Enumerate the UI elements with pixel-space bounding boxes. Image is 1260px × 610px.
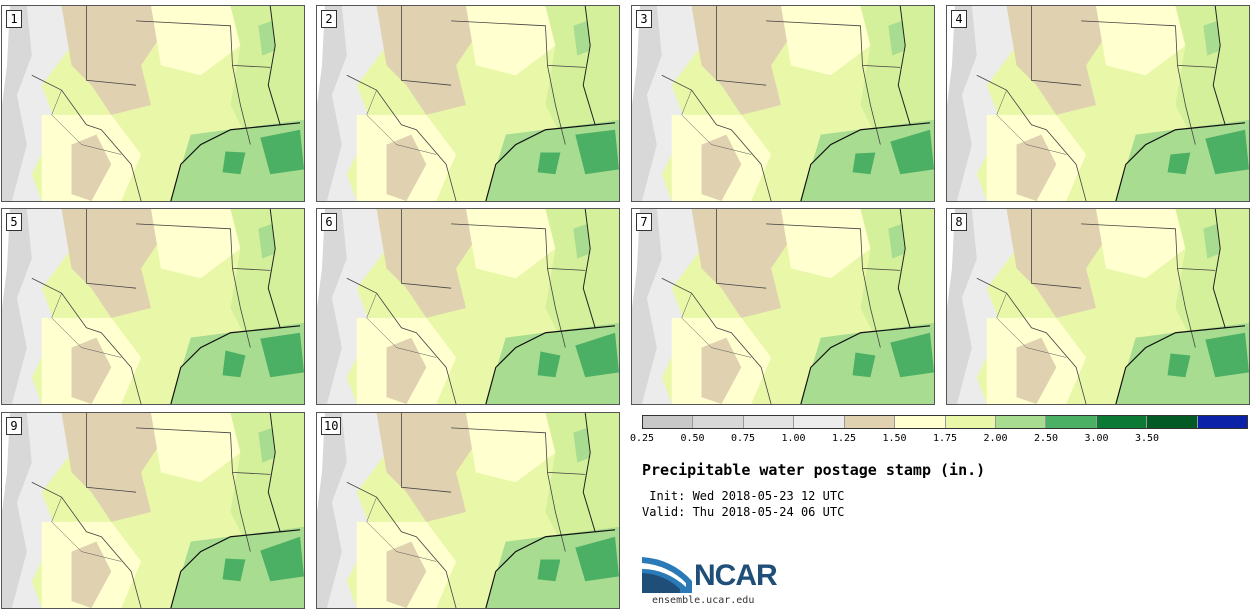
colorbar-tick-label: 3.00 xyxy=(1084,433,1109,444)
panel-label: 2 xyxy=(321,10,337,28)
colorbar-swatch xyxy=(1096,416,1148,428)
ensemble-member-panel[interactable]: 4 xyxy=(946,5,1250,202)
colorbar-tick-label: 1.50 xyxy=(882,433,907,444)
precipitable-water-map xyxy=(947,6,1249,201)
chart-title: Precipitable water postage stamp (in.) xyxy=(642,461,986,479)
precipitable-water-map xyxy=(2,6,304,201)
colorbar-swatch xyxy=(945,416,996,428)
precipitable-water-map xyxy=(2,209,304,404)
precipitable-water-map xyxy=(632,209,934,404)
ensemble-member-panel[interactable]: 3 xyxy=(631,5,935,202)
logo-text: NCAR xyxy=(694,559,778,592)
ncar-swoosh-icon xyxy=(642,557,692,593)
colorbar-swatches xyxy=(642,415,1248,429)
ncar-logo: NCAR xyxy=(642,553,792,595)
colorbar-tick-label: 3.50 xyxy=(1134,433,1160,444)
colorbar-tick-label: 0.75 xyxy=(730,433,756,444)
colorbar-swatch xyxy=(1147,416,1198,428)
precipitable-water-map xyxy=(317,413,619,608)
ensemble-member-panel[interactable]: 9 xyxy=(1,412,305,609)
colorbar-swatch xyxy=(895,416,946,428)
ensemble-member-panel[interactable]: 5 xyxy=(1,208,305,405)
panel-label: 4 xyxy=(951,10,967,28)
colorbar-swatch xyxy=(743,416,795,428)
precipitable-water-map xyxy=(317,6,619,201)
panel-label: 3 xyxy=(636,10,652,28)
ensemble-member-panel[interactable]: 6 xyxy=(316,208,620,405)
precipitable-water-map xyxy=(2,413,304,608)
colorbar-swatch xyxy=(794,416,845,428)
colorbar-tick-label: 2.00 xyxy=(983,433,1008,444)
panel-label: 6 xyxy=(321,213,337,231)
colorbar-tick-label: 0.25 xyxy=(629,433,655,444)
ensemble-member-panel[interactable]: 10 xyxy=(316,412,620,609)
panel-label: 8 xyxy=(951,213,967,231)
precipitable-water-map xyxy=(317,209,619,404)
colorbar-swatch xyxy=(995,416,1047,428)
valid-time: Valid: Thu 2018-05-24 06 UTC xyxy=(642,505,845,519)
colorbar-swatch xyxy=(844,416,896,428)
colorbar-tick-label: 1.75 xyxy=(932,433,958,444)
panel-label: 1 xyxy=(6,10,22,28)
panel-label: 5 xyxy=(6,213,22,231)
colorbar-ticks: 0.25 0.50 0.75 1.00 1.25 1.50 1.75 2.00 2.50 3.00… xyxy=(630,433,1248,447)
ensemble-member-panel[interactable]: 2 xyxy=(316,5,620,202)
colorbar-tick-label: 2.50 xyxy=(1033,433,1059,444)
colorbar-tick-label: 1.25 xyxy=(831,433,857,444)
colorbar-swatch xyxy=(1197,416,1248,428)
init-time: Init: Wed 2018-05-23 12 UTC xyxy=(642,489,845,503)
colorbar-swatch xyxy=(693,416,744,428)
colorbar-swatch xyxy=(1046,416,1097,428)
logo-url: ensemble.ucar.edu xyxy=(652,595,755,606)
colorbar: 0.25 0.50 0.75 1.00 1.25 1.50 1.75 2.00 2.50 3.00… xyxy=(630,415,1248,444)
panel-label: 7 xyxy=(636,213,652,231)
precipitable-water-map xyxy=(632,6,934,201)
precipitable-water-map xyxy=(947,209,1249,404)
ensemble-member-panel[interactable]: 7 xyxy=(631,208,935,405)
colorbar-tick-label: 1.00 xyxy=(781,433,806,444)
colorbar-tick-label: 0.50 xyxy=(680,433,705,444)
panel-label: 10 xyxy=(321,417,342,435)
colorbar-swatch xyxy=(643,416,694,428)
ensemble-member-panel[interactable]: 8 xyxy=(946,208,1250,405)
ensemble-member-panel[interactable]: 1 xyxy=(1,5,305,202)
panel-label: 9 xyxy=(6,417,22,435)
